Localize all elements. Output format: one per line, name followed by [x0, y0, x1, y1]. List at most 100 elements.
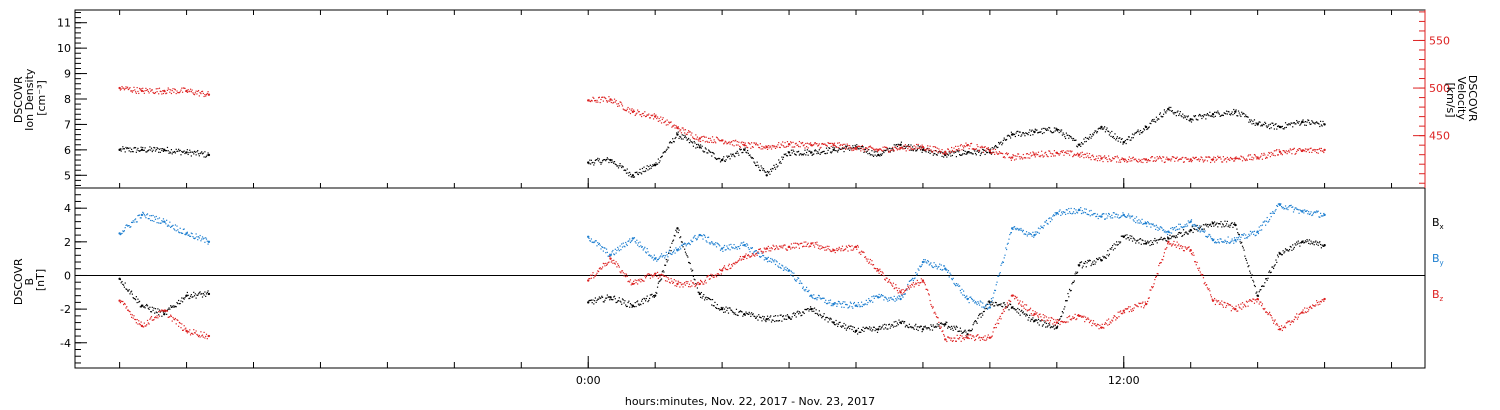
density-point — [832, 148, 835, 152]
density-sample — [807, 154, 809, 156]
bz-sample — [731, 265, 734, 267]
bz-sample — [674, 285, 676, 287]
velocity-sample — [872, 148, 875, 150]
bx-sample — [189, 295, 192, 297]
density-sample — [1024, 135, 1026, 137]
velocity-sample — [821, 143, 823, 145]
density-sample — [986, 152, 988, 154]
by-sample — [1094, 212, 1096, 215]
bx-point — [653, 294, 657, 297]
bx-point — [609, 296, 612, 299]
velocity-sample — [990, 152, 993, 154]
density-sample — [938, 151, 940, 153]
density-sample — [1154, 120, 1156, 123]
bz-sample — [888, 279, 891, 281]
bz-sample — [666, 280, 668, 282]
density-sample — [904, 145, 906, 147]
velocity-sample — [1308, 148, 1310, 150]
bx-sample — [865, 326, 867, 328]
velocity-sample — [965, 142, 967, 144]
velocity-sample — [1178, 158, 1181, 160]
velocity-sample — [809, 143, 811, 145]
density-sample — [690, 141, 692, 143]
by-sample — [979, 300, 981, 302]
density-sample — [786, 155, 788, 157]
bx-sample — [864, 327, 867, 329]
velocity-sample — [1081, 151, 1083, 153]
density-sample — [142, 149, 145, 151]
velocity-sample — [1090, 159, 1092, 161]
bx-sample — [1059, 318, 1061, 320]
velocity-sample — [1320, 147, 1322, 150]
bz-sample — [614, 263, 616, 265]
by-sample — [1048, 217, 1050, 220]
bx-sample — [1310, 240, 1312, 242]
bx-sample — [876, 331, 879, 333]
velocity-sample — [619, 101, 621, 103]
bz-sample — [919, 282, 921, 284]
velocity-sample — [1111, 159, 1113, 162]
by-sample — [1034, 231, 1036, 233]
by-sample — [970, 297, 973, 300]
by-sample — [778, 266, 780, 268]
bx-sample — [1174, 235, 1176, 237]
velocity-sample — [622, 108, 624, 110]
velocity-sample — [707, 137, 710, 139]
density-sample — [990, 148, 992, 150]
bx-sample — [645, 300, 647, 302]
density-sample — [812, 153, 814, 156]
velocity-sample — [1291, 153, 1293, 155]
by-sample — [1306, 209, 1308, 212]
density-sample — [1174, 111, 1176, 114]
density-sample — [881, 153, 883, 155]
bx-point — [698, 292, 701, 296]
bx-sample — [688, 261, 690, 264]
density-sample — [831, 151, 833, 153]
by-sample — [713, 243, 715, 245]
density-sample — [987, 148, 989, 150]
by-sample — [1268, 218, 1271, 221]
density-sample — [643, 166, 645, 168]
bx-sample — [202, 292, 204, 295]
density-sample — [809, 150, 811, 152]
by-sample — [1188, 222, 1190, 224]
bz-sample — [597, 270, 599, 272]
velocity-sample — [970, 142, 973, 145]
density-sample — [150, 149, 152, 151]
bx-sample — [1160, 236, 1162, 238]
density-sample — [1321, 125, 1323, 127]
density-sample — [628, 175, 630, 177]
bx-sample — [1140, 243, 1142, 245]
bz-sample — [758, 248, 760, 251]
bz-sample — [969, 334, 971, 336]
density-sample — [1139, 133, 1141, 135]
velocity-sample — [703, 136, 706, 138]
velocity-sample — [943, 152, 946, 154]
density-sample — [864, 149, 866, 151]
density-sample — [1316, 121, 1318, 123]
bz-sample — [918, 284, 920, 287]
velocity-sample — [999, 152, 1001, 154]
velocity-sample — [648, 113, 650, 115]
velocity-sample — [890, 149, 892, 151]
density-sample — [1097, 128, 1099, 130]
density-sample — [907, 145, 909, 147]
velocity-sample — [1068, 150, 1070, 152]
bx-sample — [866, 327, 868, 329]
bx-sample — [1210, 223, 1212, 225]
bx-sample — [1149, 244, 1151, 247]
by-sample — [177, 229, 179, 231]
velocity-sample — [1217, 157, 1220, 159]
velocity-sample — [937, 151, 939, 154]
bx-sample — [889, 327, 891, 329]
velocity-sample — [838, 142, 840, 144]
bx-sample — [893, 321, 895, 323]
by-sample — [968, 302, 970, 304]
velocity-sample — [128, 88, 130, 90]
velocity-sample — [1054, 155, 1056, 157]
by-sample — [1057, 213, 1060, 215]
velocity-sample — [912, 148, 914, 151]
bz-point — [587, 279, 590, 282]
velocity-sample — [715, 136, 718, 138]
density-sample — [678, 137, 680, 140]
